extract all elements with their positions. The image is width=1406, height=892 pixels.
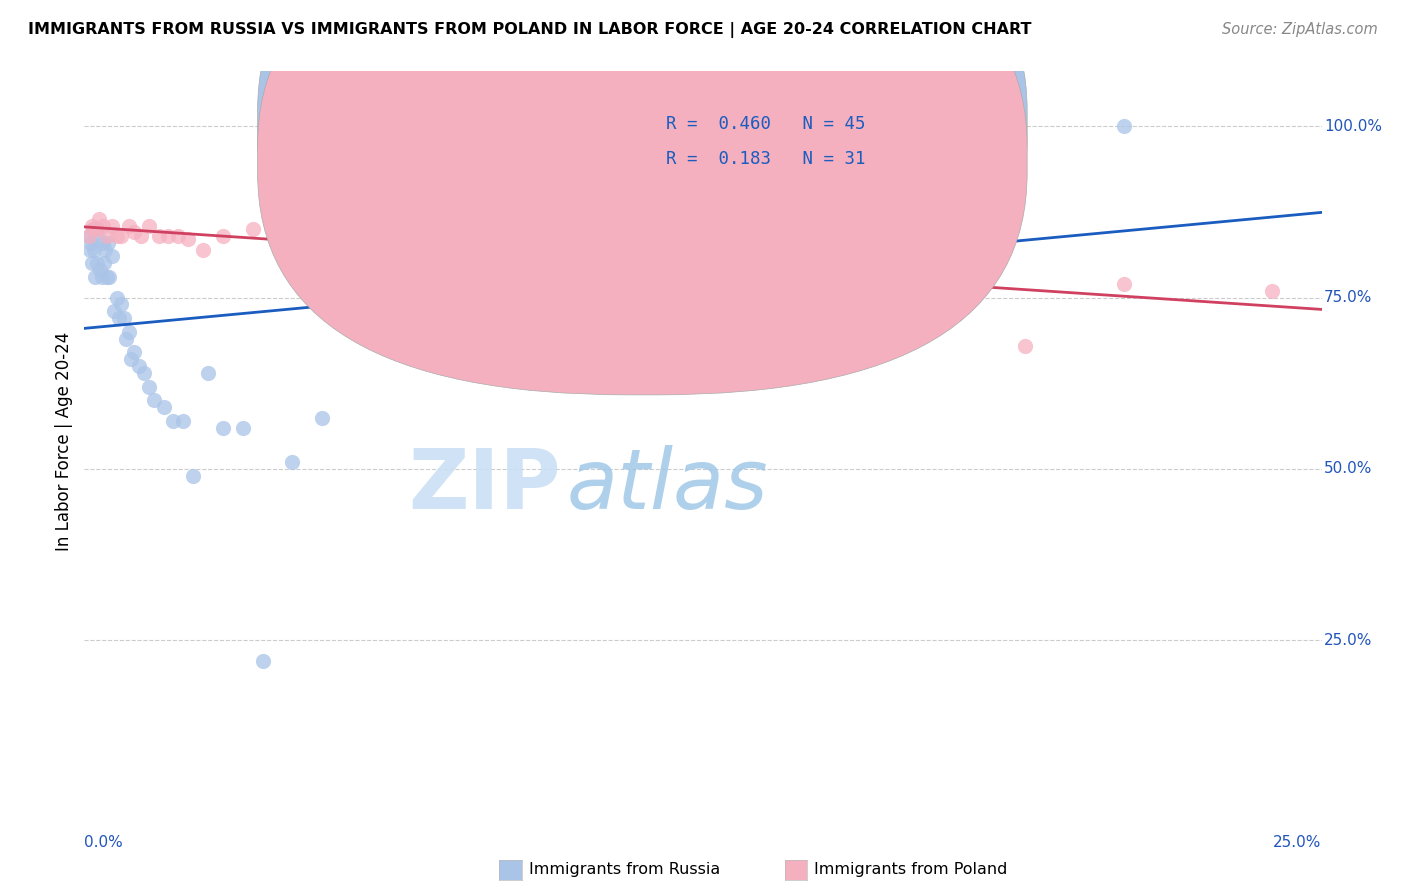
Point <box>321 232 343 246</box>
Point <box>766 228 789 243</box>
Point <box>98 270 121 285</box>
Point <box>191 243 214 257</box>
Point <box>120 352 142 367</box>
Point <box>79 228 101 243</box>
Point <box>82 222 104 236</box>
Text: R =  0.183   N = 31: R = 0.183 N = 31 <box>666 151 865 169</box>
Point <box>115 332 138 346</box>
Point <box>100 250 122 264</box>
Point <box>167 228 190 243</box>
Point <box>1112 277 1135 291</box>
Point <box>157 228 180 243</box>
Text: Source: ZipAtlas.com: Source: ZipAtlas.com <box>1222 22 1378 37</box>
Point <box>79 228 101 243</box>
Point <box>212 421 235 435</box>
Text: 25.0%: 25.0% <box>1324 632 1372 648</box>
Text: Immigrants from Poland: Immigrants from Poland <box>814 863 1008 877</box>
Point <box>91 219 114 233</box>
FancyBboxPatch shape <box>257 0 1028 359</box>
Point <box>148 228 170 243</box>
FancyBboxPatch shape <box>610 97 889 190</box>
Text: 100.0%: 100.0% <box>1324 119 1382 134</box>
Point <box>84 222 107 236</box>
Point <box>197 366 219 380</box>
Point <box>86 256 108 270</box>
Point <box>105 291 128 305</box>
Point <box>122 226 145 240</box>
Point <box>395 228 418 243</box>
Point <box>281 455 304 469</box>
Point <box>80 219 103 233</box>
Point <box>543 239 565 253</box>
Text: 75.0%: 75.0% <box>1324 290 1372 305</box>
Point <box>86 222 108 236</box>
Point <box>83 222 105 236</box>
Point <box>181 468 204 483</box>
Point <box>311 410 333 425</box>
Point <box>89 263 111 277</box>
Point <box>1261 284 1284 298</box>
Point <box>138 380 160 394</box>
Point <box>132 366 155 380</box>
Point <box>890 119 912 133</box>
Text: 0.0%: 0.0% <box>84 836 124 850</box>
Point <box>110 228 132 243</box>
Point <box>666 284 689 298</box>
Point <box>96 228 118 243</box>
Point <box>112 311 135 326</box>
Point <box>470 228 492 243</box>
Point <box>129 228 152 243</box>
Y-axis label: In Labor Force | Age 20-24: In Labor Force | Age 20-24 <box>55 332 73 551</box>
Point <box>1014 338 1036 352</box>
Point <box>94 243 117 257</box>
Point <box>89 211 111 226</box>
Text: R =  0.460   N = 45: R = 0.460 N = 45 <box>666 115 865 133</box>
Point <box>118 219 141 233</box>
Point <box>232 421 254 435</box>
Point <box>110 297 132 311</box>
Text: IMMIGRANTS FROM RUSSIA VS IMMIGRANTS FROM POLAND IN LABOR FORCE | AGE 20-24 CORR: IMMIGRANTS FROM RUSSIA VS IMMIGRANTS FRO… <box>28 22 1032 38</box>
Point <box>80 235 103 250</box>
Point <box>79 243 101 257</box>
Point <box>100 219 122 233</box>
Point <box>142 393 165 408</box>
Point <box>105 228 128 243</box>
Text: 50.0%: 50.0% <box>1324 461 1372 476</box>
Point <box>242 222 264 236</box>
Point <box>82 256 104 270</box>
Point <box>162 414 184 428</box>
Point <box>177 232 200 246</box>
Point <box>93 256 115 270</box>
Point <box>89 232 111 246</box>
Text: Immigrants from Russia: Immigrants from Russia <box>529 863 720 877</box>
Point <box>90 270 112 285</box>
Point <box>122 345 145 359</box>
Point <box>91 235 114 250</box>
Point <box>252 654 274 668</box>
Point <box>108 311 131 326</box>
Point <box>138 219 160 233</box>
FancyBboxPatch shape <box>257 0 1028 395</box>
Point <box>118 325 141 339</box>
Point <box>83 243 105 257</box>
Point <box>617 243 640 257</box>
Point <box>103 304 125 318</box>
Text: 25.0%: 25.0% <box>1274 836 1322 850</box>
Point <box>128 359 150 373</box>
Point <box>97 235 120 250</box>
Text: atlas: atlas <box>567 445 769 526</box>
Point <box>1112 119 1135 133</box>
Point <box>172 414 194 428</box>
Point <box>152 401 174 415</box>
Text: ZIP: ZIP <box>408 445 561 526</box>
Point <box>212 228 235 243</box>
Point <box>96 270 118 285</box>
Point <box>84 270 107 285</box>
Point <box>890 308 912 322</box>
